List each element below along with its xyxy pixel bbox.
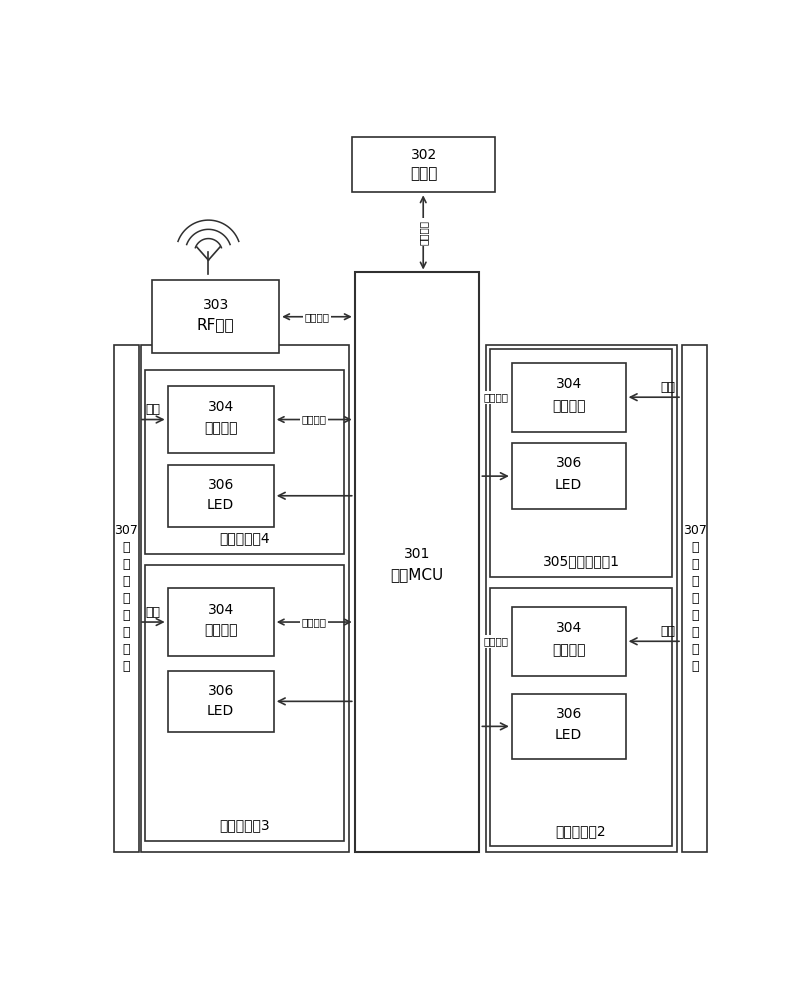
Text: 串口通讯: 串口通讯 (418, 220, 429, 245)
Text: RF模块: RF模块 (197, 317, 235, 332)
Bar (512, 363, 626, 432)
Text: 电源: 电源 (146, 606, 160, 619)
Text: 串口通讯: 串口通讯 (483, 636, 508, 646)
Bar (114, 345, 139, 852)
Text: 304: 304 (556, 621, 582, 635)
Text: 306: 306 (556, 707, 582, 721)
Text: 302: 302 (410, 148, 437, 162)
Bar (355, 272, 480, 852)
Text: 电源: 电源 (661, 625, 675, 638)
Bar (145, 565, 344, 841)
Text: LED: LED (207, 704, 235, 718)
Text: LED: LED (555, 478, 582, 492)
Text: 串口通讯: 串口通讯 (483, 392, 508, 402)
Bar (512, 607, 626, 676)
Bar (512, 694, 626, 759)
Bar (490, 349, 672, 577)
Text: 307
基
站
充
电
电
源
接
口: 307 基 站 充 电 电 源 接 口 (682, 524, 706, 673)
Text: 串口通讯: 串口通讯 (302, 617, 327, 627)
Text: 306: 306 (207, 684, 234, 698)
Text: 电源: 电源 (146, 403, 160, 416)
Text: 探头充电槽4: 探头充电槽4 (219, 531, 270, 545)
Bar (490, 588, 672, 846)
Bar (141, 345, 348, 852)
Text: 307
基
站
充
电
电
源
接
口: 307 基 站 充 电 电 源 接 口 (115, 524, 139, 673)
Text: 外部接口: 外部接口 (204, 624, 237, 638)
Text: 计算机: 计算机 (410, 166, 437, 181)
Bar (485, 345, 677, 852)
Bar (352, 137, 495, 192)
Text: 304: 304 (556, 377, 582, 391)
Text: 301: 301 (404, 547, 430, 561)
Bar (167, 465, 274, 527)
Text: 串口通讯: 串口通讯 (304, 312, 329, 322)
Bar (167, 588, 274, 656)
Text: 外部接口: 外部接口 (552, 644, 586, 658)
Text: 304: 304 (207, 603, 234, 617)
Text: 探头充电槽2: 探头充电槽2 (556, 824, 606, 838)
Text: 外部接口: 外部接口 (204, 421, 237, 435)
Text: 探头充电槽3: 探头充电槽3 (219, 818, 270, 832)
Text: 基站MCU: 基站MCU (390, 567, 444, 582)
Bar (167, 386, 274, 453)
Text: 串口通讯: 串口通讯 (302, 415, 327, 425)
Text: 306: 306 (207, 478, 234, 492)
Text: LED: LED (555, 728, 582, 742)
Bar (145, 370, 344, 554)
Text: 306: 306 (556, 456, 582, 470)
Bar (512, 443, 626, 509)
Text: 304: 304 (207, 400, 234, 414)
Text: 305探头充电槽1: 305探头充电槽1 (542, 554, 619, 568)
Text: LED: LED (207, 498, 235, 512)
Text: 电源: 电源 (661, 381, 675, 394)
Text: 外部接口: 外部接口 (552, 399, 586, 413)
Bar (167, 671, 274, 732)
Bar (152, 280, 280, 353)
Text: 303: 303 (203, 298, 229, 312)
Bar (682, 345, 707, 852)
